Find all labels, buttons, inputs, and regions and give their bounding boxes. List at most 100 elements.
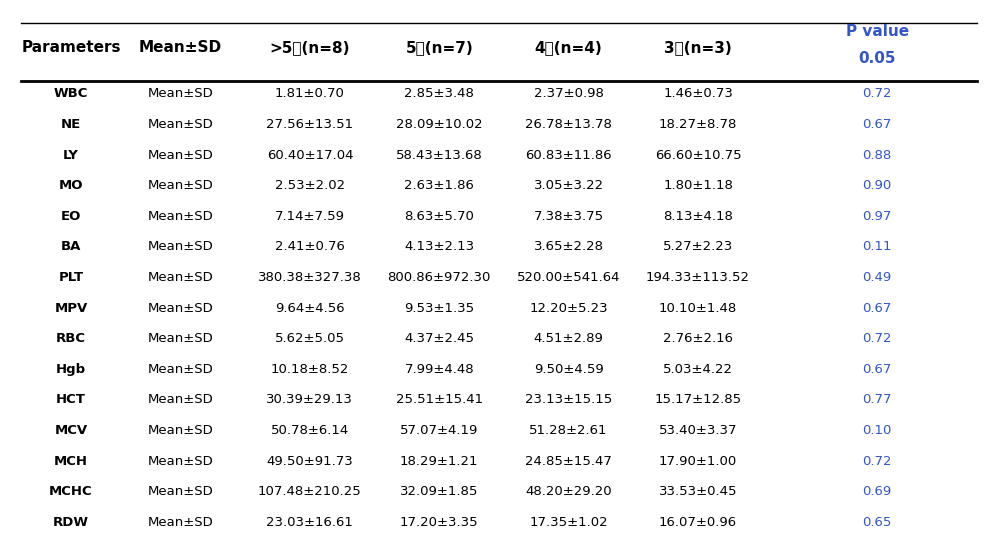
Text: HCT: HCT: [56, 393, 86, 407]
Text: 2.53±2.02: 2.53±2.02: [274, 179, 345, 192]
Text: 380.38±327.38: 380.38±327.38: [258, 271, 362, 284]
Text: 0.90: 0.90: [862, 179, 892, 192]
Text: 0.72: 0.72: [862, 455, 892, 468]
Text: 18.27±8.78: 18.27±8.78: [659, 118, 738, 131]
Text: Mean±SD: Mean±SD: [148, 118, 214, 131]
Text: 0.65: 0.65: [862, 516, 892, 529]
Text: 60.83±11.86: 60.83±11.86: [525, 149, 612, 162]
Text: 0.97: 0.97: [862, 210, 892, 223]
Text: 8.63±5.70: 8.63±5.70: [404, 210, 474, 223]
Text: 26.78±13.78: 26.78±13.78: [525, 118, 612, 131]
Text: 8.13±4.18: 8.13±4.18: [663, 210, 733, 223]
Text: 10.18±8.52: 10.18±8.52: [270, 363, 349, 376]
Text: Mean±SD: Mean±SD: [148, 424, 214, 437]
Text: 7.38±3.75: 7.38±3.75: [534, 210, 604, 223]
Text: 1.46±0.73: 1.46±0.73: [663, 87, 733, 101]
Text: 2.63±1.86: 2.63±1.86: [404, 179, 474, 192]
Text: 0.77: 0.77: [862, 393, 892, 407]
Text: MCV: MCV: [55, 424, 88, 437]
Text: 4.13±2.13: 4.13±2.13: [404, 240, 474, 254]
Text: 0.11: 0.11: [862, 240, 892, 254]
Text: Mean±SD: Mean±SD: [148, 149, 214, 162]
Text: 51.28±2.61: 51.28±2.61: [529, 424, 608, 437]
Text: Mean±SD: Mean±SD: [148, 485, 214, 498]
Text: 49.50±91.73: 49.50±91.73: [266, 455, 353, 468]
Text: 5.62±5.05: 5.62±5.05: [274, 332, 345, 345]
Text: 0.10: 0.10: [862, 424, 892, 437]
Text: BA: BA: [61, 240, 81, 254]
Text: 5.03±4.22: 5.03±4.22: [663, 363, 734, 376]
Text: 28.09±10.02: 28.09±10.02: [396, 118, 483, 131]
Text: 2.85±3.48: 2.85±3.48: [404, 87, 474, 101]
Text: 9.53±1.35: 9.53±1.35: [404, 302, 474, 315]
Text: 24.85±15.47: 24.85±15.47: [525, 455, 612, 468]
Text: 5세(n=7): 5세(n=7): [405, 41, 473, 56]
Text: RDW: RDW: [53, 516, 89, 529]
Text: 3.65±2.28: 3.65±2.28: [534, 240, 604, 254]
Text: 16.07±0.96: 16.07±0.96: [659, 516, 738, 529]
Text: 0.67: 0.67: [862, 118, 892, 131]
Text: 5.27±2.23: 5.27±2.23: [663, 240, 734, 254]
Text: >5세(n=8): >5세(n=8): [269, 41, 350, 56]
Text: 23.13±15.15: 23.13±15.15: [525, 393, 613, 407]
Text: 3세(n=3): 3세(n=3): [665, 41, 732, 56]
Text: 194.33±113.52: 194.33±113.52: [646, 271, 750, 284]
Text: MCH: MCH: [54, 455, 88, 468]
Text: 7.99±4.48: 7.99±4.48: [404, 363, 474, 376]
Text: Mean±SD: Mean±SD: [148, 332, 214, 345]
Text: 57.07±4.19: 57.07±4.19: [400, 424, 478, 437]
Text: 1.80±1.18: 1.80±1.18: [663, 179, 733, 192]
Text: 60.40±17.04: 60.40±17.04: [266, 149, 353, 162]
Text: 10.10±1.48: 10.10±1.48: [659, 302, 738, 315]
Text: WBC: WBC: [54, 87, 88, 101]
Text: Mean±SD: Mean±SD: [148, 393, 214, 407]
Text: Mean±SD: Mean±SD: [148, 302, 214, 315]
Text: 0.69: 0.69: [862, 485, 892, 498]
Text: 33.53±0.45: 33.53±0.45: [659, 485, 738, 498]
Text: 25.51±15.41: 25.51±15.41: [396, 393, 483, 407]
Text: 53.40±3.37: 53.40±3.37: [659, 424, 738, 437]
Text: 4.37±2.45: 4.37±2.45: [404, 332, 474, 345]
Text: MCHC: MCHC: [49, 485, 93, 498]
Text: Mean±SD: Mean±SD: [148, 240, 214, 254]
Text: P value: P value: [845, 24, 909, 39]
Text: 0.67: 0.67: [862, 363, 892, 376]
Text: 27.56±13.51: 27.56±13.51: [266, 118, 353, 131]
Text: 0.05: 0.05: [858, 51, 896, 66]
Text: 7.14±7.59: 7.14±7.59: [274, 210, 345, 223]
Text: 9.64±4.56: 9.64±4.56: [275, 302, 344, 315]
Text: 4세(n=4): 4세(n=4): [535, 41, 603, 56]
Text: 800.86±972.30: 800.86±972.30: [387, 271, 491, 284]
Text: 12.20±5.23: 12.20±5.23: [529, 302, 608, 315]
Text: 48.20±29.20: 48.20±29.20: [525, 485, 612, 498]
Text: Hgb: Hgb: [56, 363, 86, 376]
Text: 0.49: 0.49: [862, 271, 892, 284]
Text: 32.09±1.85: 32.09±1.85: [400, 485, 478, 498]
Text: 520.00±541.64: 520.00±541.64: [517, 271, 621, 284]
Text: MO: MO: [59, 179, 83, 192]
Text: 23.03±16.61: 23.03±16.61: [266, 516, 353, 529]
Text: NE: NE: [61, 118, 81, 131]
Text: Mean±SD: Mean±SD: [148, 210, 214, 223]
Text: 0.72: 0.72: [862, 332, 892, 345]
Text: 107.48±210.25: 107.48±210.25: [258, 485, 362, 498]
Text: Mean±SD: Mean±SD: [148, 271, 214, 284]
Text: 17.20±3.35: 17.20±3.35: [400, 516, 479, 529]
Text: 1.81±0.70: 1.81±0.70: [275, 87, 345, 101]
Text: Mean±SD: Mean±SD: [148, 363, 214, 376]
Text: 30.39±29.13: 30.39±29.13: [266, 393, 353, 407]
Text: 18.29±1.21: 18.29±1.21: [400, 455, 478, 468]
Text: Mean±SD: Mean±SD: [139, 41, 223, 56]
Text: Mean±SD: Mean±SD: [148, 179, 214, 192]
Text: Mean±SD: Mean±SD: [148, 455, 214, 468]
Text: 0.88: 0.88: [862, 149, 892, 162]
Text: Parameters: Parameters: [21, 41, 121, 56]
Text: 2.76±2.16: 2.76±2.16: [663, 332, 734, 345]
Text: MPV: MPV: [55, 302, 88, 315]
Text: 17.35±1.02: 17.35±1.02: [529, 516, 608, 529]
Text: 2.41±0.76: 2.41±0.76: [275, 240, 345, 254]
Text: 0.72: 0.72: [862, 87, 892, 101]
Text: Mean±SD: Mean±SD: [148, 516, 214, 529]
Text: Mean±SD: Mean±SD: [148, 87, 214, 101]
Text: 17.90±1.00: 17.90±1.00: [659, 455, 738, 468]
